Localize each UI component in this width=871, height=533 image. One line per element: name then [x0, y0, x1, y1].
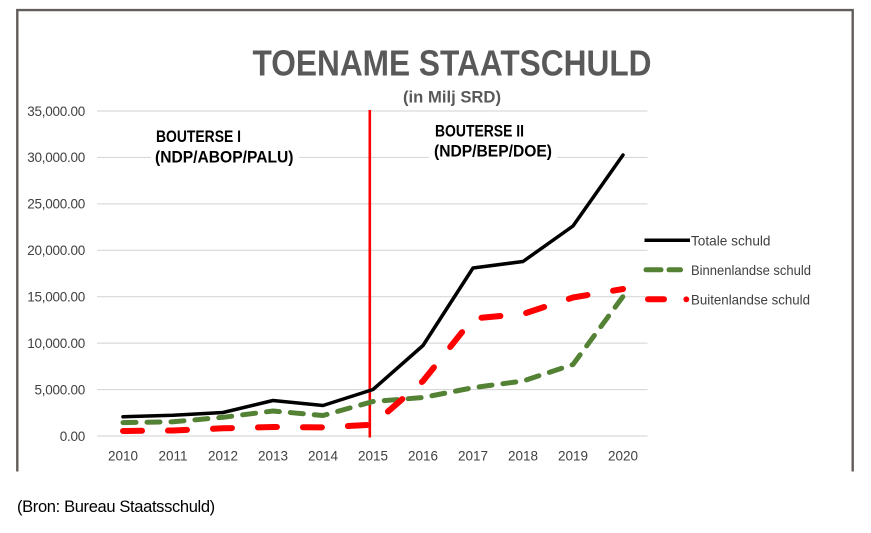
- svg-text:2015: 2015: [358, 448, 388, 463]
- svg-text:(in Milj SRD): (in Milj SRD): [403, 89, 501, 107]
- svg-text:25,000.00: 25,000.00: [27, 197, 85, 212]
- svg-text:2012: 2012: [208, 448, 238, 463]
- svg-text:20,000.00: 20,000.00: [27, 243, 85, 258]
- svg-text:BOUTERSE II: BOUTERSE II: [435, 122, 524, 140]
- svg-text:TOENAME STAATSCHULD: TOENAME STAATSCHULD: [253, 43, 652, 84]
- svg-text:2019: 2019: [558, 448, 588, 463]
- svg-text:30,000.00: 30,000.00: [27, 150, 85, 165]
- svg-text:2010: 2010: [108, 448, 138, 463]
- svg-text:0.00: 0.00: [60, 429, 85, 444]
- svg-text:Binnenlandse schuld: Binnenlandse schuld: [691, 262, 811, 278]
- svg-text:(Bron: Bureau Staatsschuld): (Bron: Bureau Staatsschuld): [17, 498, 215, 516]
- svg-text:Totale schuld: Totale schuld: [691, 232, 771, 248]
- svg-text:(NDP/BEP/DOE): (NDP/BEP/DOE): [434, 143, 552, 161]
- svg-text:(NDP/ABOP/PALU): (NDP/ABOP/PALU): [155, 149, 294, 167]
- svg-text:2020: 2020: [608, 448, 638, 463]
- svg-text:2018: 2018: [508, 448, 538, 463]
- svg-text:35,000.00: 35,000.00: [27, 104, 85, 119]
- svg-text:BOUTERSE I: BOUTERSE I: [156, 128, 241, 146]
- svg-text:Buitenlandse schuld: Buitenlandse schuld: [691, 291, 810, 307]
- svg-text:5,000.00: 5,000.00: [34, 382, 85, 397]
- svg-text:2014: 2014: [308, 448, 339, 463]
- svg-text:10,000.00: 10,000.00: [27, 336, 85, 351]
- svg-text:2013: 2013: [258, 448, 288, 463]
- svg-text:2017: 2017: [458, 448, 488, 463]
- svg-text:15,000.00: 15,000.00: [27, 290, 85, 305]
- svg-text:2011: 2011: [158, 448, 187, 463]
- svg-text:2016: 2016: [408, 448, 438, 463]
